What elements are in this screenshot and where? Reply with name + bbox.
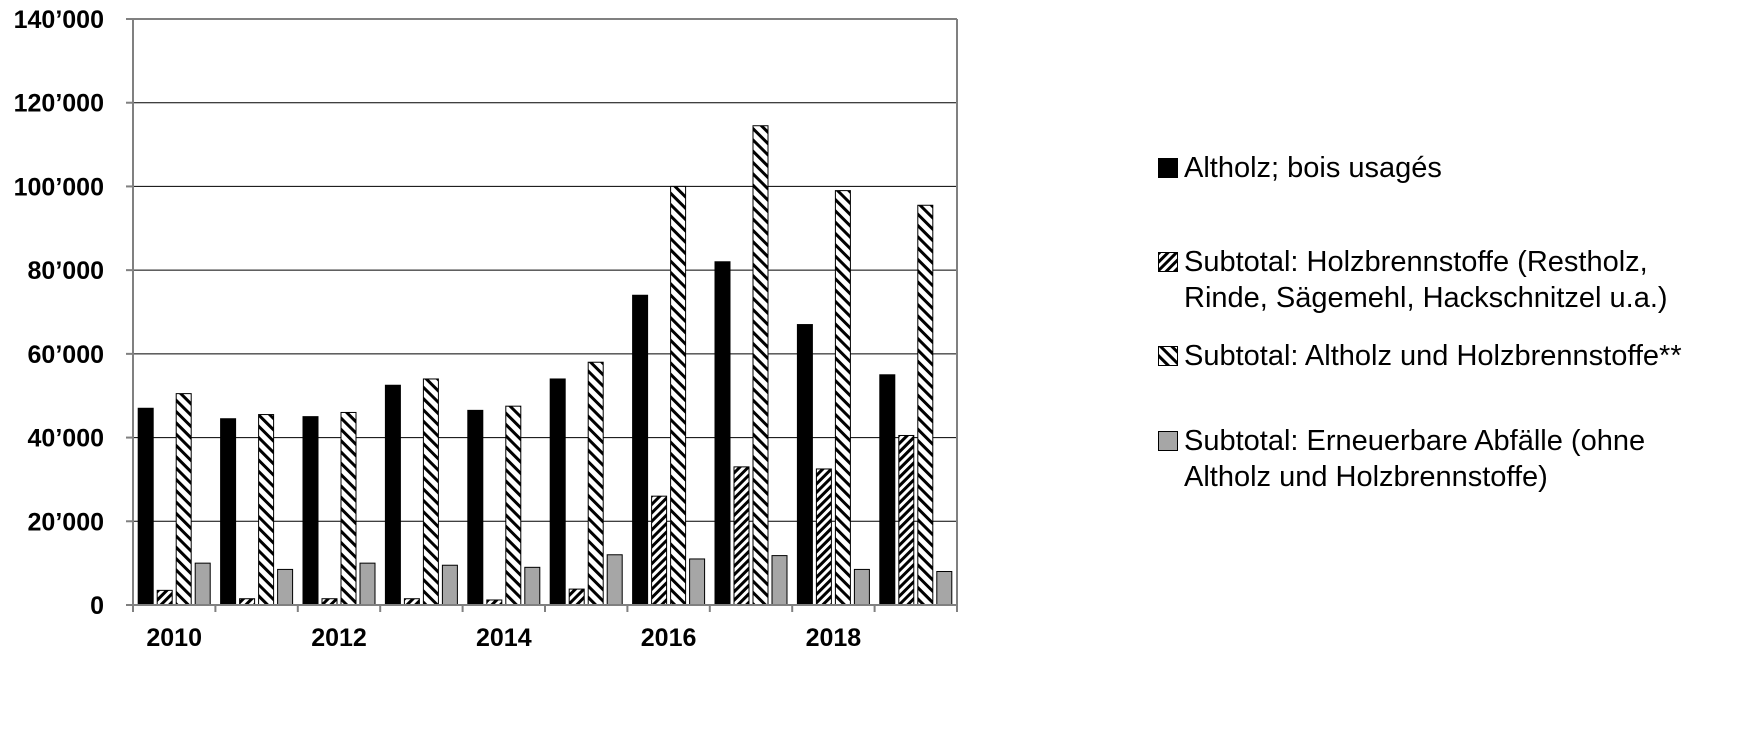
- legend-item-altholz: Altholz; bois usagés: [1158, 150, 1442, 186]
- legend-label: Altholz; bois usagés: [1184, 152, 1442, 184]
- legend-label: Subtotal: Erneuerbare Abfälle (ohne Alth…: [1184, 425, 1646, 493]
- y-tick-label: 120’000: [14, 90, 104, 118]
- y-axis-tick-labels: 0 20’000 40’000 60’000 80’000 100’000 120’000 1…: [14, 6, 104, 620]
- bar-2-2017: [733, 466, 750, 606]
- y-tick-label: 80’000: [28, 257, 104, 285]
- bar-1-2013: [384, 384, 401, 606]
- bar-4-2013: [441, 564, 458, 606]
- y-tick-label: 60’000: [28, 341, 104, 369]
- bar-1-2015: [549, 378, 566, 606]
- bar-3-2016: [670, 185, 687, 606]
- legend-item-erneuerbare-abfaelle: Subtotal: Erneuerbare Abfälle (ohne Alth…: [1158, 423, 1645, 495]
- bar-3-2011: [258, 414, 275, 606]
- legend-swatch-black: [1158, 158, 1178, 178]
- x-axis-tick-labels: 2010 2012 2014 2016 2018: [146, 624, 861, 652]
- bar-2-2018: [815, 468, 832, 606]
- legend-swatch-gray: [1158, 431, 1178, 451]
- legend-label: Subtotal: Altholz und Holzbrennstoffe**: [1184, 340, 1682, 372]
- x-tick-label: 2016: [641, 624, 697, 652]
- bar-2-2019: [898, 434, 915, 606]
- legend-label: Subtotal: Holzbrennstoffe (Restholz, Rin…: [1184, 246, 1668, 314]
- y-tick-label: 140’000: [14, 6, 104, 34]
- legend-item-altholz-und-holzbrennstoffe: Subtotal: Altholz und Holzbrennstoffe**: [1158, 338, 1682, 374]
- bar-1-2017: [714, 261, 731, 606]
- y-tick-label: 0: [90, 592, 104, 620]
- bar-3-2017: [752, 125, 769, 606]
- x-tick-label: 2018: [806, 624, 862, 652]
- bar-3-2010: [175, 393, 192, 606]
- bar-4-2017: [771, 555, 788, 606]
- bar-3-2012: [340, 411, 357, 606]
- bar-1-2010: [137, 407, 154, 606]
- bar-4-2012: [359, 562, 376, 606]
- bar-1-2016: [632, 294, 649, 606]
- y-tick-label: 40’000: [28, 425, 104, 453]
- bar-2-2015: [568, 588, 585, 606]
- bar-4-2018: [853, 568, 870, 606]
- bars: [137, 125, 953, 606]
- x-tick-label: 2012: [311, 624, 367, 652]
- x-tick-label: 2010: [146, 624, 202, 652]
- axes: [126, 18, 958, 612]
- bar-2-2016: [651, 495, 668, 606]
- bar-1-2018: [796, 324, 813, 606]
- bar-3-2019: [917, 204, 934, 606]
- bar-1-2014: [467, 409, 484, 606]
- legend-swatch-dense-hatch: [1158, 252, 1178, 272]
- bar-4-2019: [936, 571, 953, 606]
- bar-4-2015: [606, 554, 623, 606]
- y-tick-label: 100’000: [14, 173, 104, 201]
- gridlines: [126, 18, 957, 606]
- bar-1-2011: [220, 418, 237, 606]
- y-tick-label: 20’000: [28, 508, 104, 536]
- x-tick-label: 2014: [476, 624, 532, 652]
- bar-4-2011: [277, 568, 294, 606]
- bar-2-2010: [156, 589, 173, 606]
- bar-3-2015: [587, 361, 604, 606]
- bar-3-2014: [505, 405, 522, 606]
- bar-4-2014: [524, 566, 541, 606]
- bar-3-2018: [834, 190, 851, 606]
- legend-swatch-wide-hatch: [1158, 346, 1178, 366]
- bar-4-2016: [689, 558, 706, 606]
- bar-1-2012: [302, 416, 319, 606]
- bar-1-2019: [879, 374, 896, 606]
- legend: Altholz; bois usagés Subtotal: Holzbrenn…: [1158, 0, 1748, 731]
- legend-item-holzbrennstoffe: Subtotal: Holzbrennstoffe (Restholz, Rin…: [1158, 244, 1668, 316]
- bar-4-2010: [194, 562, 211, 606]
- bar-3-2013: [422, 378, 439, 606]
